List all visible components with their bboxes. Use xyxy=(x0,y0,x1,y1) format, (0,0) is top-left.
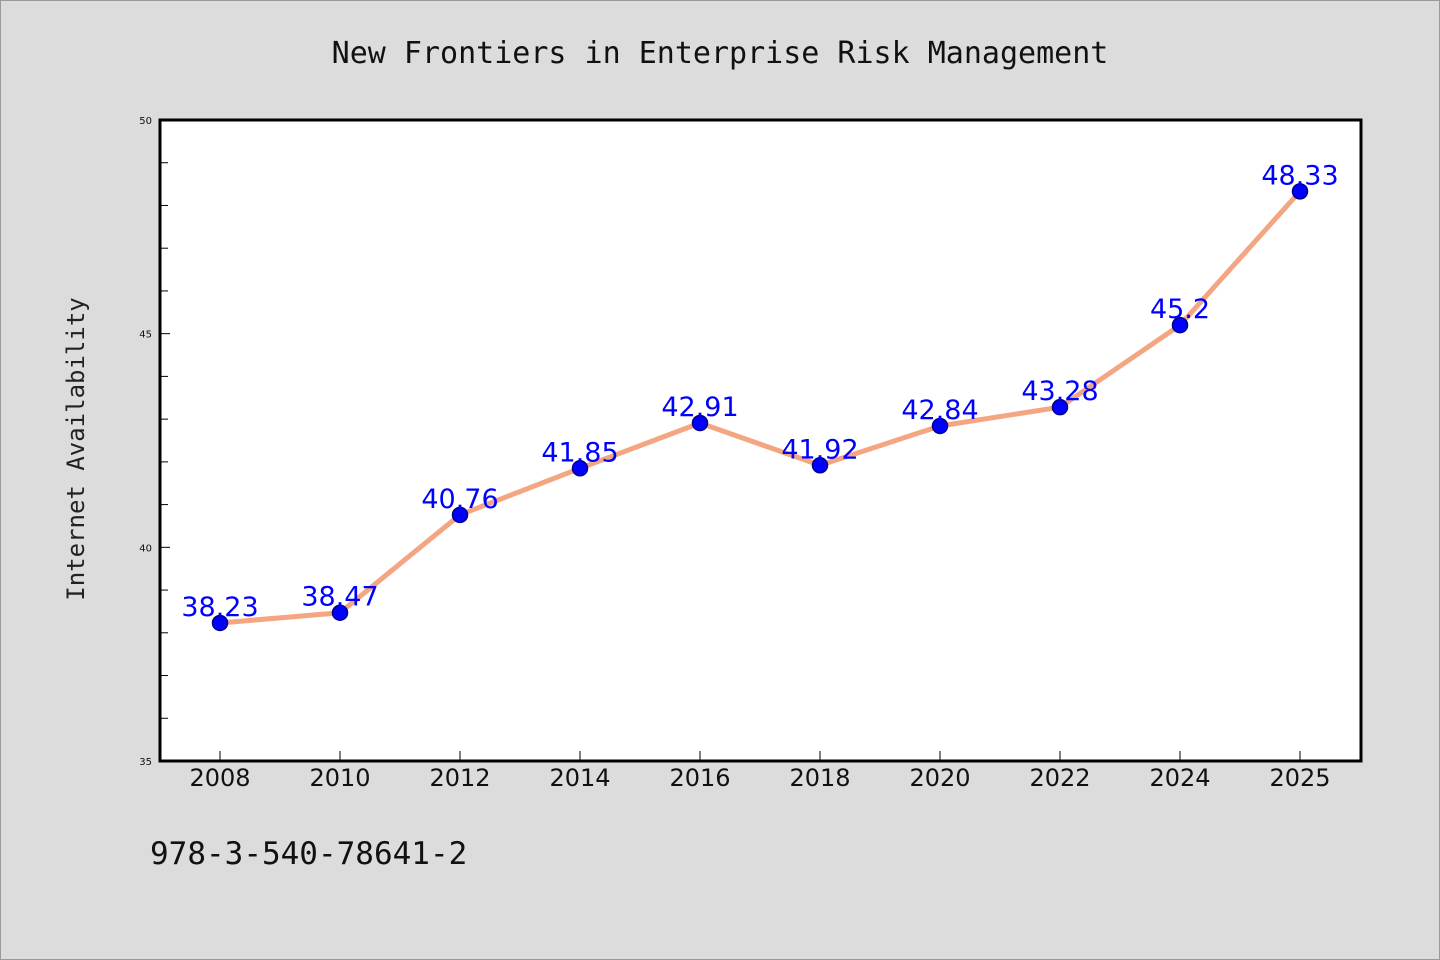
data-label: 38.47 xyxy=(301,582,378,613)
x-tick-label: 2018 xyxy=(789,764,850,792)
data-label: 38.23 xyxy=(181,592,258,623)
data-point xyxy=(931,417,949,435)
data-label: 45.2 xyxy=(1150,294,1210,325)
x-tick-label: 2012 xyxy=(429,764,490,792)
data-point xyxy=(1171,316,1189,334)
chart-title: New Frontiers in Enterprise Risk Managem… xyxy=(332,36,1109,71)
data-label-layer: 38.23 38.47 40.76 41.85 42.91 41.92 42.84 43.28… xyxy=(181,160,1338,623)
x-tick-label: 2020 xyxy=(909,764,970,792)
series-line xyxy=(217,188,1303,626)
x-tick-label: 2010 xyxy=(309,764,370,792)
isbn-footer: 978-3-540-78641-2 xyxy=(150,836,467,872)
y-tick-label: 35 xyxy=(139,757,152,768)
x-tick-label: 2025 xyxy=(1269,764,1330,792)
x-tick-label: 2014 xyxy=(549,764,610,792)
y-tick-label: 45 xyxy=(139,330,152,341)
data-label: 40.76 xyxy=(421,484,498,515)
data-point xyxy=(1291,183,1309,200)
x-tick-label: 2022 xyxy=(1029,764,1090,792)
data-label: 41.85 xyxy=(541,437,618,468)
data-point xyxy=(571,460,589,477)
data-label: 41.92 xyxy=(781,434,858,465)
y-axis-ticks: 35 40 45 50 xyxy=(139,116,170,768)
data-label: 42.91 xyxy=(661,392,738,423)
data-point xyxy=(451,506,469,524)
series-layer xyxy=(211,183,1309,632)
data-label: 43.28 xyxy=(1021,376,1098,407)
data-label: 48.33 xyxy=(1261,160,1338,191)
x-tick-label: 2024 xyxy=(1149,764,1210,792)
y-tick-label: 50 xyxy=(139,116,152,127)
y-tick-label: 40 xyxy=(139,543,152,554)
data-label: 42.84 xyxy=(901,395,978,426)
data-point xyxy=(691,414,709,432)
x-tick-label: 2008 xyxy=(189,764,250,792)
y-axis-label: Internet Availability xyxy=(62,297,90,600)
data-point xyxy=(211,614,229,632)
x-tick-label: 2016 xyxy=(669,764,730,792)
plot-area xyxy=(158,118,1363,763)
data-point xyxy=(811,457,829,474)
x-axis-ticks: 2008 2010 2012 2014 2016 2018 2020 2022 2024 2025 xyxy=(189,751,1331,792)
data-point xyxy=(331,604,349,621)
data-point xyxy=(1051,398,1069,416)
